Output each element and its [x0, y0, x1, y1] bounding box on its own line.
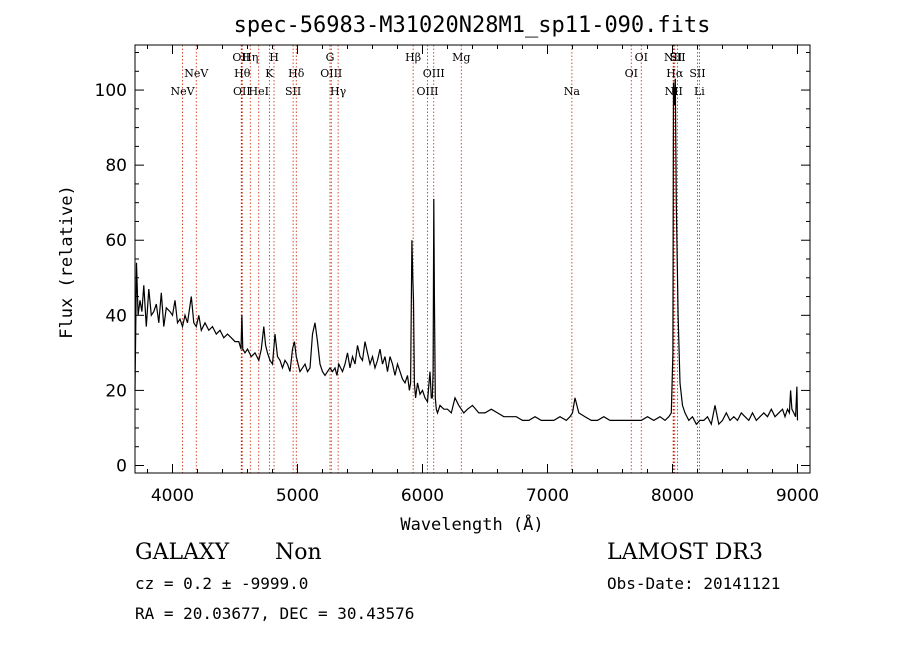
line-label: SII [669, 51, 685, 64]
y-tick-label: 40 [105, 306, 127, 326]
line-label: SII [285, 85, 301, 98]
line-label: Hδ [288, 67, 305, 80]
line-label: HeI [249, 85, 269, 98]
y-tick-label: 0 [116, 456, 127, 476]
line-label: OI [625, 67, 638, 80]
line-label: Mg [452, 51, 470, 64]
line-label: Hη [242, 51, 258, 64]
x-tick-label: 9000 [776, 486, 819, 506]
line-label: K [265, 67, 274, 80]
line-label: OII [233, 85, 251, 98]
y-axis-label: Flux (relative) [57, 185, 77, 339]
line-label: SII [689, 67, 705, 80]
redshift-cz: cz = 0.2 ± -9999.0 [135, 574, 309, 593]
line-label: OI [635, 51, 648, 64]
line-label: Hθ [234, 67, 251, 80]
x-tick-label: 7000 [526, 486, 569, 506]
x-axis-label: Wavelength (Å) [400, 513, 543, 535]
plot-frame [134, 44, 811, 474]
line-label: OIII [416, 85, 438, 98]
observation-date: Obs-Date: 20141121 [607, 574, 781, 593]
line-label: NeV [170, 85, 195, 98]
x-tick-label: 8000 [651, 486, 694, 506]
line-label: Na [564, 85, 581, 98]
chart-title: spec-56983-M31020N28M1_sp11-090.fits [234, 13, 711, 38]
spectrum-series [134, 78, 799, 427]
y-tick-label: 80 [105, 156, 127, 176]
line-label: OII [232, 51, 250, 64]
survey-name: LAMOST DR3 [607, 540, 763, 565]
line-label: Li [694, 85, 705, 98]
line-label: Hβ [405, 51, 421, 64]
line-label: H [269, 51, 279, 64]
x-tick-label: 4000 [151, 486, 194, 506]
line-label: OIII [320, 67, 342, 80]
object-subclass: Non [275, 540, 322, 565]
y-tick-label: 20 [105, 381, 127, 401]
line-label: Hα [666, 67, 684, 80]
line-label: G [326, 51, 335, 64]
y-tick-label: 100 [95, 81, 127, 101]
x-tick-label: 5000 [276, 486, 319, 506]
line-label: NeV [184, 67, 209, 80]
line-label: Hγ [330, 85, 347, 98]
emission-line-markers [182, 45, 700, 473]
y-axis: 0 20 40 60 80 100 [95, 52, 810, 476]
x-axis: 4000 5000 6000 7000 8000 9000 [147, 45, 819, 506]
coordinates: RA = 20.03677, DEC = 30.43576 [135, 604, 415, 623]
line-label: NII [664, 51, 682, 64]
x-tick-label: 6000 [401, 486, 444, 506]
emission-line-labels: NeVNeVOIIOIIHθHηHeIKHSIIHδGOIIIHγHβOIIIO… [170, 51, 705, 98]
y-tick-label: 60 [105, 231, 127, 251]
line-label: OIII [423, 67, 445, 80]
object-class: GALAXY [135, 540, 230, 565]
